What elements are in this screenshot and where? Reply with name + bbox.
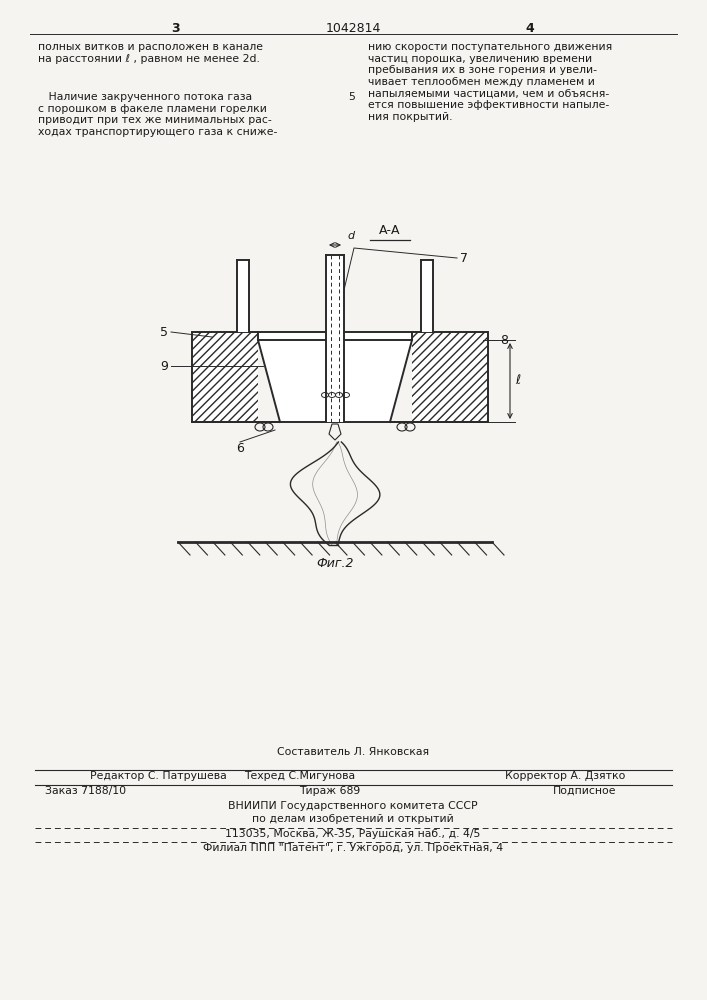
Bar [258, 332, 412, 340]
Text: Корректор А. Дзятко: Корректор А. Дзятко [505, 771, 625, 781]
Bar [412, 332, 488, 422]
Text: 6: 6 [236, 442, 244, 455]
Bar [192, 332, 258, 422]
Bar [421, 260, 434, 332]
Bar [326, 255, 344, 422]
Text: 5: 5 [160, 326, 168, 338]
Text: ℓ: ℓ [515, 374, 520, 387]
Text: Техред С.Мигунова: Техред С.Мигунова [245, 771, 356, 781]
Text: Составитель Л. Янковская: Составитель Л. Янковская [277, 747, 429, 757]
Text: Тираж 689: Тираж 689 [299, 786, 361, 796]
Text: 9: 9 [160, 360, 168, 372]
Text: Наличие закрученного потока газа
с порошком в факеле пламени горелки
приводит пр: Наличие закрученного потока газа с порош… [38, 92, 277, 137]
Text: по делам изобретений и открытий: по делам изобретений и открытий [252, 814, 454, 824]
Text: Заказ 7188/10: Заказ 7188/10 [45, 786, 126, 796]
Text: 3: 3 [170, 22, 180, 35]
Text: 1042814: 1042814 [325, 22, 380, 35]
Text: Подписное: Подписное [554, 786, 617, 796]
Text: 5: 5 [349, 92, 356, 102]
Text: 7: 7 [460, 251, 468, 264]
Text: Фиг.2: Фиг.2 [316, 557, 354, 570]
Text: 113035, Москва, Ж-35, Раушская наб., д. 4/5: 113035, Москва, Ж-35, Раушская наб., д. … [226, 829, 481, 839]
Text: А-А: А-А [379, 224, 401, 237]
Text: Филиал ППП "Патент", г. Ужгород, ул. Проектная, 4: Филиал ППП "Патент", г. Ужгород, ул. Про… [203, 843, 503, 853]
Text: 4: 4 [525, 22, 534, 35]
Text: ВНИИПИ Государственного комитета СССР: ВНИИПИ Государственного комитета СССР [228, 801, 478, 811]
Bar [258, 332, 412, 340]
Text: 8: 8 [500, 334, 508, 347]
Text: d: d [347, 231, 354, 241]
Bar [192, 332, 258, 422]
Text: полных витков и расположен в канале
на расстоянии ℓ , равном не менее 2d.: полных витков и расположен в канале на р… [38, 42, 263, 64]
Text: нию скорости поступательного движения
частиц порошка, увеличению времени
пребыва: нию скорости поступательного движения ча… [368, 42, 612, 122]
Bar [237, 260, 250, 332]
Bar [412, 332, 488, 422]
Text: Редактор С. Патрушева: Редактор С. Патрушева [90, 771, 227, 781]
Polygon shape [258, 332, 412, 422]
